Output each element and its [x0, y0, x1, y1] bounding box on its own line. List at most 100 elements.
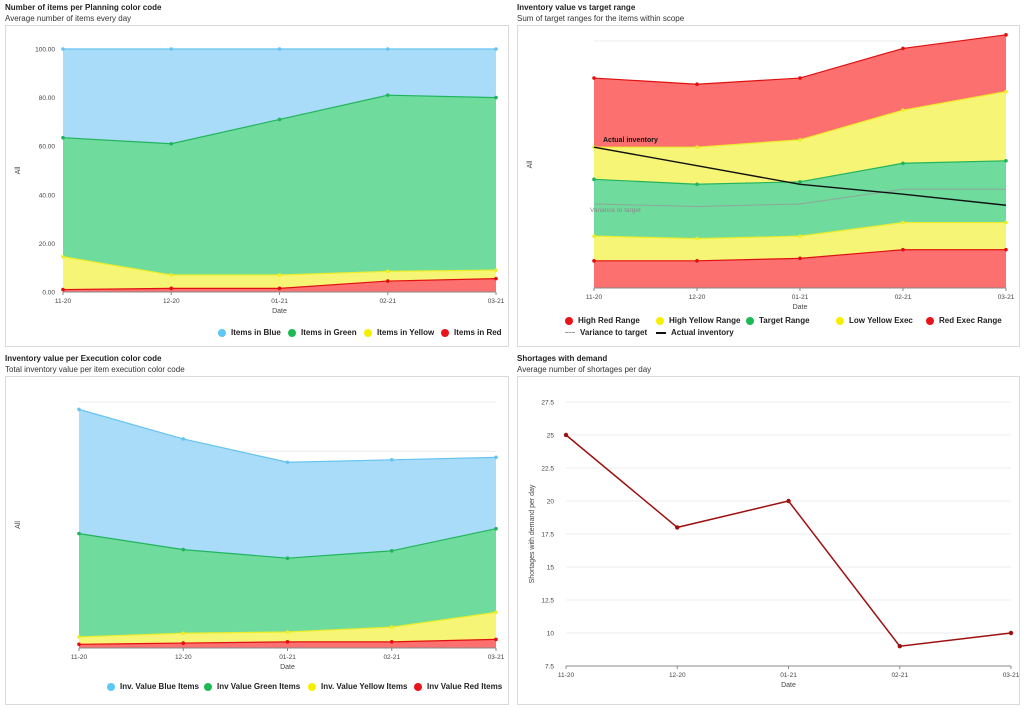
x-axis-title: Date — [793, 304, 808, 311]
legend-swatch-icon — [204, 682, 212, 691]
data-point-inv-value-red-items — [181, 641, 186, 645]
data-point-items-in-red — [385, 279, 390, 283]
legend-item-target[interactable]: Target Range — [746, 316, 810, 325]
data-point-items-in-green — [169, 141, 174, 146]
x-tick-label: 11-20 — [558, 672, 575, 679]
x-tick-label: 03-21 — [488, 654, 505, 661]
solid-line-icon — [656, 331, 666, 334]
data-point-inv-value-blue-items — [285, 460, 290, 465]
legend-item-blue[interactable]: Inv. Value Blue Items — [107, 682, 199, 691]
data-point-items-in-blue — [385, 47, 390, 51]
x-tick-label: 02-21 — [383, 654, 400, 661]
legend-swatch-icon — [565, 316, 573, 325]
y-tick-label: 15 — [547, 565, 555, 572]
x-tick-label: 01-21 — [780, 672, 797, 679]
legend-item-red[interactable]: Inv Value Red Items — [414, 682, 502, 691]
area-inv-value-blue-items — [79, 409, 496, 559]
data-point-shortages — [1008, 630, 1014, 636]
x-tick-label: 11-20 — [55, 298, 72, 305]
x-tick-label: 02-21 — [895, 294, 912, 301]
data-point-items-in-yellow — [494, 268, 498, 272]
legend-item-green[interactable]: Items in Green — [288, 328, 357, 337]
area-high-yellow-range — [594, 91, 1006, 185]
x-tick-label: 01-21 — [271, 298, 288, 305]
legend-item-red-exec[interactable]: Red Exec Range — [926, 316, 1002, 325]
data-point-red-exec-range — [1004, 247, 1008, 252]
data-point-shortages — [786, 498, 791, 504]
panel-shortages: Shortages with demand Average number of … — [517, 354, 1020, 706]
y-axis-title: All — [15, 521, 22, 529]
data-point-items-in-yellow — [385, 269, 390, 274]
data-point-high-yellow-range — [798, 138, 802, 142]
legend-item-actual[interactable]: Actual inventory — [656, 328, 734, 337]
y-tick-label: 17.5 — [541, 532, 554, 539]
area-inv-value-green-items — [79, 528, 496, 637]
data-point-high-yellow-range — [901, 108, 905, 112]
y-tick-label: 10 — [547, 631, 555, 638]
panel-subtitle: Average number of shortages per day — [517, 365, 652, 374]
data-point-items-in-blue — [494, 47, 498, 51]
annotation-variance-to-target: Variance to target — [590, 207, 641, 214]
legend-item-green[interactable]: Inv Value Green Items — [204, 682, 300, 691]
y-tick-label: 0.00 — [42, 290, 55, 297]
legend-item-low-yellow[interactable]: Low Yellow Exec — [836, 316, 913, 325]
y-tick-label: 20.00 — [39, 241, 56, 248]
x-axis-title: Date — [781, 682, 796, 689]
data-point-items-in-red — [61, 287, 65, 292]
data-point-low-yellow-exec — [592, 234, 596, 238]
panel-inventory-vs-target: Inventory value vs target range Sum of t… — [517, 3, 1020, 347]
legend-item-blue[interactable]: Items in Blue — [218, 328, 281, 337]
data-point-inv-value-yellow-items — [389, 625, 394, 629]
data-point-low-yellow-exec — [1004, 220, 1008, 225]
series-line-shortages — [565, 434, 1012, 647]
legend-swatch-icon — [218, 328, 226, 337]
legend-swatch-icon — [746, 316, 754, 325]
legend-swatch-icon — [414, 682, 422, 691]
legend-item-red[interactable]: Items in Red — [441, 328, 502, 337]
legend-item-high-red[interactable]: High Red Range — [565, 316, 640, 325]
panel-title: Inventory value per Execution color code — [5, 354, 162, 363]
x-tick-label: 02-21 — [891, 672, 908, 679]
data-point-items-in-red — [169, 286, 174, 291]
data-point-inv-value-red-items — [285, 640, 290, 644]
panel-planning-color: Number of items per Planning color code … — [5, 3, 509, 347]
x-tick-label: 01-21 — [792, 294, 809, 301]
area-inv-value-red-items — [79, 639, 496, 648]
data-point-items-in-blue — [61, 47, 65, 51]
data-point-high-red-range — [798, 76, 802, 80]
area-inv-value-yellow-items — [79, 612, 496, 645]
panel-title: Inventory value vs target range — [517, 3, 636, 12]
legend-item-yellow[interactable]: Inv. Value Yellow Items — [308, 682, 407, 691]
annotation-actual-inventory: Actual inventory — [603, 137, 658, 144]
data-point-shortages — [675, 525, 680, 530]
data-point-high-yellow-range — [592, 145, 596, 150]
x-tick-label: 01-21 — [279, 654, 296, 661]
data-point-inv-value-green-items — [77, 531, 81, 536]
x-tick-label: 03-21 — [488, 298, 505, 305]
area-low-yellow-exec — [594, 222, 1006, 261]
legend-swatch-icon — [836, 316, 844, 325]
data-point-inv-value-red-items — [389, 640, 394, 644]
x-tick-label: 11-20 — [71, 654, 88, 661]
legend-item-high-yellow[interactable]: High Yellow Range — [656, 316, 740, 325]
shortages-line-chart: 7.5 10 12.5 15 17.5 20 22.5 25 27.5 11-20 12-20 01-… — [529, 400, 1020, 690]
data-point-inv-value-yellow-items — [494, 610, 498, 615]
legend-item-variance[interactable]: Variance to target — [565, 328, 647, 337]
panel-subtitle: Average number of items every day — [5, 14, 132, 23]
data-point-items-in-red — [277, 286, 282, 291]
x-tick-label: 12-20 — [175, 654, 192, 661]
legend-item-yellow[interactable]: Items in Yellow — [364, 328, 434, 337]
x-axis-title: Date — [280, 664, 295, 671]
panel-subtitle: Sum of target ranges for the items withi… — [517, 14, 685, 23]
data-point-red-exec-range — [695, 259, 699, 263]
legend-swatch-icon — [364, 328, 372, 337]
legend-swatch-icon — [308, 682, 316, 691]
data-point-low-yellow-exec — [901, 220, 905, 225]
planning-color-area-chart: 0.00 20.00 40.00 60.00 80.00 100.00 11-20 12-20… — [15, 47, 505, 316]
y-axis-title: All — [15, 166, 22, 174]
y-tick-label: 27.5 — [541, 400, 554, 407]
panel-execution-color: Inventory value per Execution color code… — [5, 354, 509, 706]
x-tick-label: 02-21 — [379, 298, 396, 305]
data-point-inv-value-green-items — [494, 526, 498, 531]
area-items-in-yellow — [63, 256, 496, 290]
